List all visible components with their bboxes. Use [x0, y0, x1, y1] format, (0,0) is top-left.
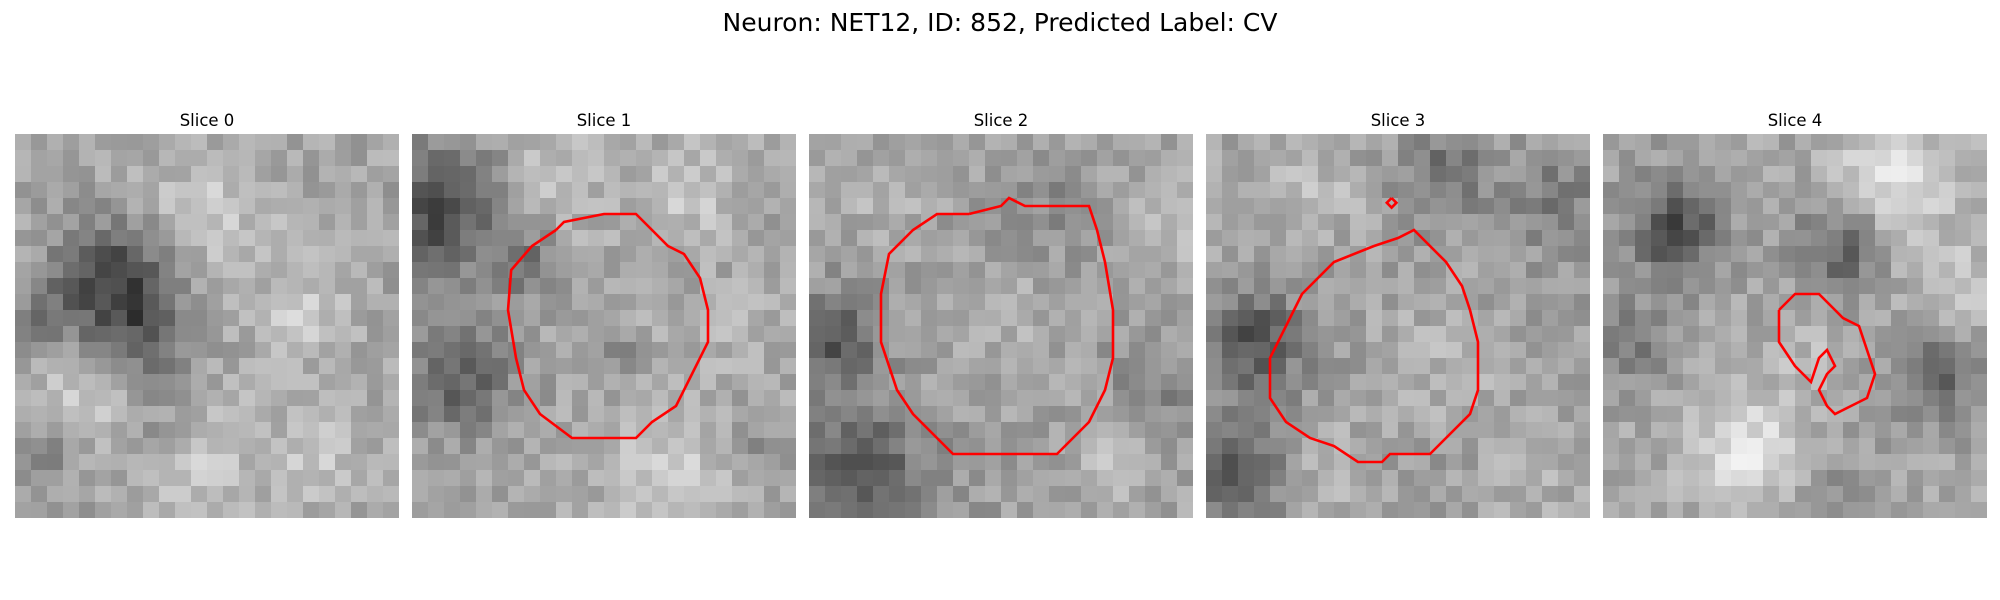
slice-image — [15, 134, 399, 518]
slice-image — [809, 134, 1193, 518]
segmentation-contour — [1777, 292, 1877, 416]
slice-image — [1603, 134, 1987, 518]
segmentation-contour — [506, 212, 710, 440]
slice-panel-4: Slice 4 — [1603, 108, 1987, 518]
slice-panel-0: Slice 0 — [15, 108, 399, 518]
slice-title: Slice 2 — [973, 111, 1029, 130]
segmentation-contour — [1268, 228, 1480, 464]
slice-title: Slice 4 — [1767, 111, 1823, 130]
slice-title: Slice 0 — [179, 111, 235, 130]
slice-panel-1: Slice 1 — [412, 108, 796, 518]
figure-title: Neuron: NET12, ID: 852, Predicted Label:… — [722, 8, 1278, 37]
slice-image — [412, 134, 796, 518]
segmentation-contour — [879, 196, 1115, 456]
segmentation-contour-small — [1384, 197, 1399, 210]
slice-image — [1206, 134, 1590, 518]
slice-panel-3: Slice 3 — [1206, 108, 1590, 518]
slice-title: Slice 1 — [576, 111, 632, 130]
slice-title: Slice 3 — [1370, 111, 1426, 130]
slice-panel-2: Slice 2 — [809, 108, 1193, 518]
